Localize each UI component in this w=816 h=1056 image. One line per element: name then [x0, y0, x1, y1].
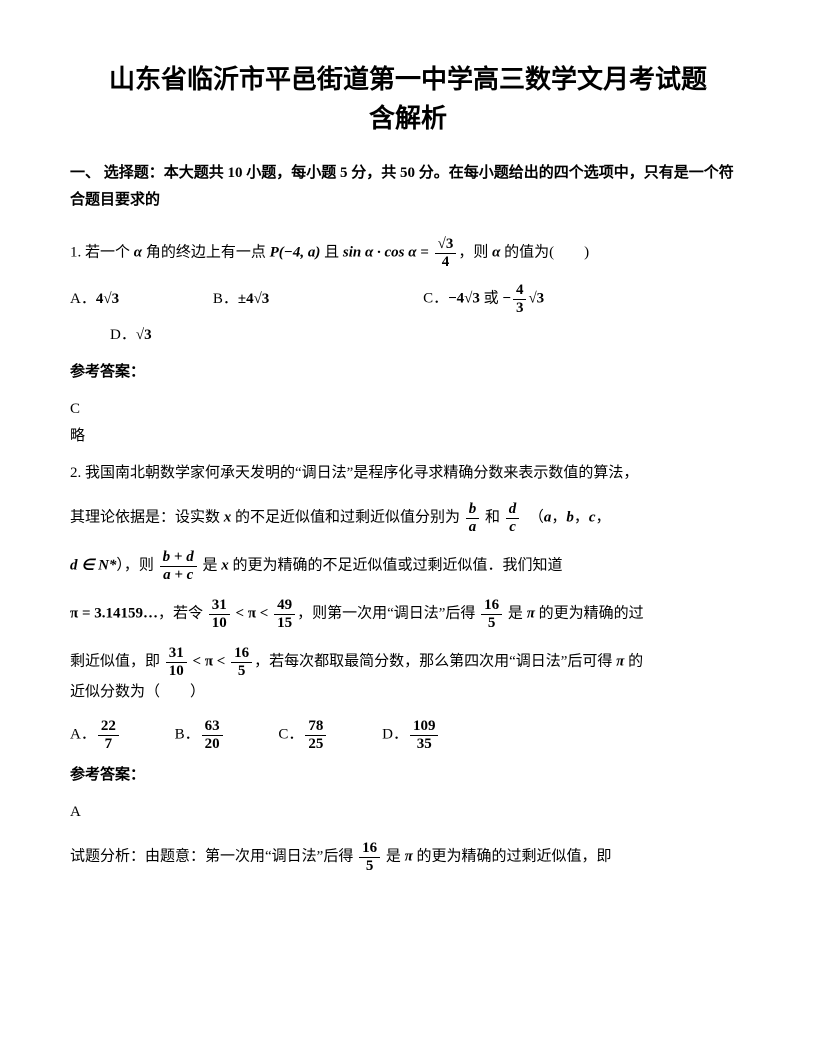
q2-explanation: 试题分析：由题意：第一次用“调日法”后得 165 是 π 的更为精确的过剩近似值…: [70, 840, 746, 874]
q1-text: 角的终边上有一点: [142, 244, 270, 260]
option-a: A．227: [70, 718, 121, 752]
q2-para3: π = 3.14159…，若令 3110 < π < 4915，则第一次用“调日…: [70, 597, 746, 631]
q1-answer-note: 略: [70, 423, 746, 450]
frac-31-10: 3110: [166, 645, 187, 679]
q2-para1: 其理论依据是：设实数 x 的不足近似值和过剩近似值分别为 ba 和 dc （a，…: [70, 501, 746, 535]
frac-49-15: 4915: [274, 597, 295, 631]
frac-4-3: 43: [513, 282, 527, 316]
option-d: D．10935: [382, 718, 440, 752]
frac-sqrt3-4: √34: [435, 236, 457, 270]
option-a: A．4√3: [70, 286, 119, 313]
q2-answer: A: [70, 799, 746, 826]
point-P: P(−4, a): [270, 244, 325, 260]
q2-options: A．227 B．6320 C．7825 D．10935: [70, 718, 746, 752]
option-c: C．−4√3 或 −43√3: [423, 282, 544, 316]
question-1: 1. 若一个 α 角的终边上有一点 P(−4, a) 且 sin α · cos…: [70, 236, 746, 270]
q1-options: A．4√3 B．±4√3 C．−4√3 或 −43√3 D．√3: [70, 282, 746, 349]
answer-label: 参考答案：: [70, 359, 746, 386]
page-title: 山东省临沂市平邑街道第一中学高三数学文月考试题 含解析: [70, 60, 746, 138]
frac-bd-ac: b + da + c: [160, 549, 197, 583]
option-b: B．6320: [175, 718, 225, 752]
frac-16-5: 165: [481, 597, 502, 631]
q1-answer: C: [70, 396, 746, 423]
q1-text: 1. 若一个: [70, 244, 134, 260]
frac-b-a: ba: [466, 501, 480, 535]
title-line-1: 山东省临沂市平邑街道第一中学高三数学文月考试题: [70, 60, 746, 99]
option-b: B．±4√3: [213, 286, 269, 313]
frac-31-10: 3110: [209, 597, 230, 631]
frac-16-5: 165: [231, 645, 252, 679]
section-heading: 一、 选择题：本大题共 10 小题，每小题 5 分，共 50 分。在每小题给出的…: [70, 160, 746, 214]
answer-label: 参考答案：: [70, 762, 746, 789]
option-d: D．√3: [110, 322, 746, 349]
option-c: C．7825: [278, 718, 328, 752]
frac-d-c: dc: [506, 501, 520, 535]
q1-text: ，则: [458, 244, 492, 260]
q2-para5: 近似分数为（ ）: [70, 679, 746, 706]
eq-lhs: sin α · cos α =: [343, 244, 433, 260]
title-line-2: 含解析: [70, 99, 746, 138]
q2-para4: 剩近似值，即 3110 < π < 165，若每次都取最简分数，那么第四次用“调…: [70, 645, 746, 679]
frac-16-5: 165: [359, 840, 380, 874]
q2-para2: d ∈ N*），则 b + da + c 是 x 的更为精确的不足近似值或过剩近…: [70, 549, 746, 583]
q1-text: 的值为( ): [500, 244, 589, 260]
alpha: α: [134, 244, 142, 260]
question-2: 2. 我国南北朝数学家何承天发明的“调日法”是程序化寻求精确分数来表示数值的算法…: [70, 460, 746, 487]
q1-text: 且: [324, 244, 343, 260]
